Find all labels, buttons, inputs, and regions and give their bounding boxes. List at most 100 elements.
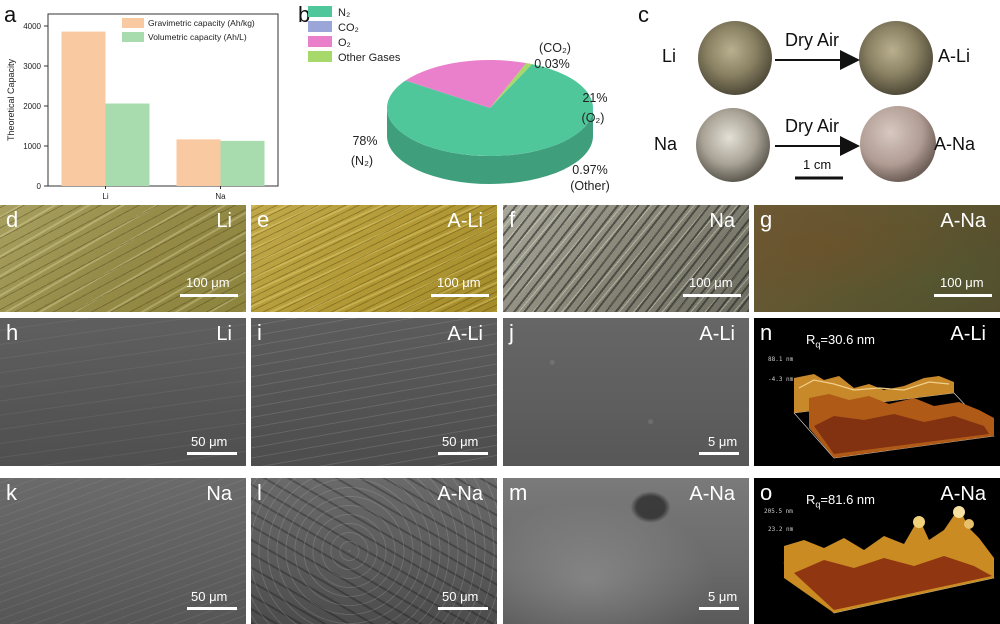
panel-label-k: k xyxy=(6,480,17,505)
scale-label: 50 μm xyxy=(191,589,228,604)
panel-label-e: e xyxy=(257,207,270,232)
pie-slice-o2 xyxy=(405,60,527,108)
tile-tag: A-Li xyxy=(447,323,483,345)
pie-data-label: 78% xyxy=(352,134,377,148)
z-max-label: 88.1 nm xyxy=(768,356,794,363)
z-min-label: -4.3 nm xyxy=(768,376,794,383)
x-tick-label: Li xyxy=(102,192,108,201)
y-tick-label: 2000 xyxy=(23,102,41,111)
y-tick-label: 0 xyxy=(37,182,42,191)
tile-tag: Na xyxy=(206,483,232,505)
afm-surface-ali xyxy=(793,374,995,459)
tile-tag: A-Na xyxy=(689,483,735,505)
panel-label-i: i xyxy=(257,320,262,345)
panel-label-o: o xyxy=(760,480,773,505)
scale-label: 5 μm xyxy=(708,589,738,604)
panel-label-n: n xyxy=(760,320,773,345)
plot-frame xyxy=(47,13,279,187)
afm-surface-ana xyxy=(783,506,995,614)
scale-label: 50 μm xyxy=(442,589,479,604)
z-max-label: 205.5 nm xyxy=(764,508,793,515)
ana-label: A-Na xyxy=(934,134,976,154)
sem-image-ali-high-mag: j A-Li 5 μm xyxy=(503,318,749,466)
li-label: Li xyxy=(662,46,677,66)
z-min-label: 23.2 nm xyxy=(768,526,794,533)
na-dry-air-label: Dry Air xyxy=(785,116,839,136)
optical-image-ali: e A-Li 100 μm xyxy=(251,205,497,312)
scale-bar xyxy=(683,294,741,297)
tile-tag: Li xyxy=(216,323,232,345)
bar-na-volumetric xyxy=(220,140,265,186)
tile-tag: A-Na xyxy=(940,483,986,505)
afm-image-ali: n A-Li Rq=30.6 nm 88.1 nm -4.3 nm xyxy=(754,318,1000,466)
panel-label-g: g xyxy=(760,207,773,232)
scale-bar xyxy=(699,607,739,610)
pie-slice-n2 xyxy=(387,64,593,156)
tile-tag: A-Li xyxy=(950,323,986,345)
bar-li-gravimetric xyxy=(61,31,106,186)
legend-label: Other Gases xyxy=(338,52,401,64)
scale-bar xyxy=(438,452,488,455)
scale-bar xyxy=(934,294,992,297)
y-tick-label: 1000 xyxy=(23,142,41,151)
y-tick-label: 3000 xyxy=(23,62,41,71)
tile-tag: A-Na xyxy=(940,210,986,232)
capacity-bar-chart: 0 1000 2000 3000 4000 Theoretical Capacity Li N… xyxy=(6,13,279,201)
ana-coin-image xyxy=(860,106,936,182)
panel-label-j: j xyxy=(509,320,514,345)
scale-label: 50 μm xyxy=(442,434,479,449)
ali-coin-image xyxy=(859,21,933,95)
na-coin-image xyxy=(696,108,770,182)
scale-label: 100 μm xyxy=(186,275,230,290)
ali-label: A-Li xyxy=(938,46,971,66)
pie-data-sublabel: (Other) xyxy=(570,179,610,193)
tile-tag: A-Li xyxy=(447,210,483,232)
panel-label-f: f xyxy=(509,207,516,232)
scale-bar xyxy=(431,294,489,297)
pie-slice-other-gases xyxy=(490,63,532,108)
panel-label-m: m xyxy=(509,480,528,505)
roughness-label: Rq=81.6 nm xyxy=(806,492,875,510)
pie-data-sublabel: (O₂) xyxy=(582,111,605,125)
pie-slice-co2 xyxy=(405,80,490,108)
legend-label: Gravimetric capacity (Ah/kg) xyxy=(148,18,255,28)
afm-image-ana: o A-Na Rq=81.6 nm 205.5 nm 23.2 nm xyxy=(754,478,1000,624)
sem-image-li: h Li 50 μm xyxy=(0,318,246,466)
tile-tag: A-Li xyxy=(699,323,735,345)
scale-bar xyxy=(187,607,237,610)
sem-image-ali: i A-Li 50 μm xyxy=(251,318,497,466)
y-axis-label: Theoretical Capacity xyxy=(6,58,16,141)
scale-label: 100 μm xyxy=(940,275,984,290)
pie-data-sublabel: 0.03% xyxy=(534,57,569,71)
legend-label: Volumetric capacity (Ah/L) xyxy=(148,32,247,42)
legend-swatch xyxy=(308,6,332,17)
pie-data-sublabel: (N₂) xyxy=(351,154,373,168)
panel-label-c: c xyxy=(638,2,649,27)
coin-photos xyxy=(696,21,936,182)
scale-bar xyxy=(187,452,237,455)
panel-label-b: b xyxy=(298,2,311,27)
roughness-label: Rq=30.6 nm xyxy=(806,332,875,350)
pie-data-label: (CO₂) xyxy=(539,41,571,55)
legend-label: N₂ xyxy=(338,7,350,19)
panel-label-d: d xyxy=(6,207,19,232)
legend-label: O₂ xyxy=(338,37,351,49)
scale-label: 100 μm xyxy=(437,275,481,290)
pie-side-n2 xyxy=(387,108,593,184)
scale-bar xyxy=(438,607,488,610)
panel-label-l: l xyxy=(257,480,262,505)
panel-label-a: a xyxy=(4,2,17,27)
optical-image-na: f Na 100 μm xyxy=(503,205,749,312)
pie-data-label: 21% xyxy=(582,91,607,105)
tile-tag: A-Na xyxy=(437,483,483,505)
coin-scale-label: 1 cm xyxy=(803,157,832,172)
legend-swatch xyxy=(122,32,144,42)
legend-swatch xyxy=(308,51,332,62)
na-label: Na xyxy=(654,134,678,154)
bar-na-gravimetric xyxy=(176,139,221,186)
scale-label: 100 μm xyxy=(689,275,733,290)
sem-image-na: k Na 50 μm xyxy=(0,478,246,624)
sem-image-ana-high-mag: m A-Na 5 μm xyxy=(503,478,749,624)
legend-label: CO₂ xyxy=(338,22,359,34)
optical-image-ana: g A-Na 100 μm xyxy=(754,205,1000,312)
